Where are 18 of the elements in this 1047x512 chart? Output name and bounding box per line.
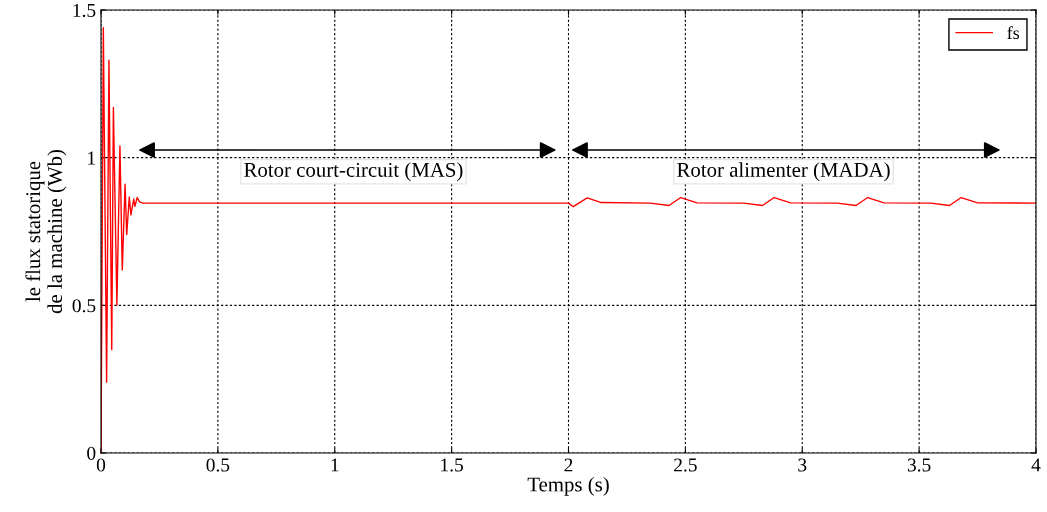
y-tick-label: 1.5 — [73, 3, 96, 18]
x-tick-label: 3 — [798, 458, 807, 472]
y-axis-title: le flux statorique de la machine (Wb) — [25, 149, 67, 314]
x-tick-label: 2.5 — [674, 458, 697, 472]
y-tick-label: 0.5 — [72, 299, 96, 313]
legend-label: fs — [1007, 26, 1020, 40]
x-tick-label: 0 — [96, 458, 106, 472]
x-tick-label: 3.5 — [907, 458, 931, 472]
x-tick-label: 1 — [331, 458, 339, 472]
x-tick-label: 1.5 — [441, 458, 464, 472]
y-tick-label: 1 — [88, 151, 95, 165]
annotation: Rotor alimenter (MADA) — [677, 162, 890, 182]
x-tick-label: 4 — [1031, 458, 1041, 472]
y-tick-label: 0 — [87, 446, 96, 460]
x-tick-label: 0.5 — [206, 458, 230, 472]
annotation: Rotor court-circuit (MAS) — [244, 162, 463, 182]
x-axis-title: Temps (s) — [527, 476, 609, 496]
x-tick-label: 2 — [564, 458, 573, 472]
